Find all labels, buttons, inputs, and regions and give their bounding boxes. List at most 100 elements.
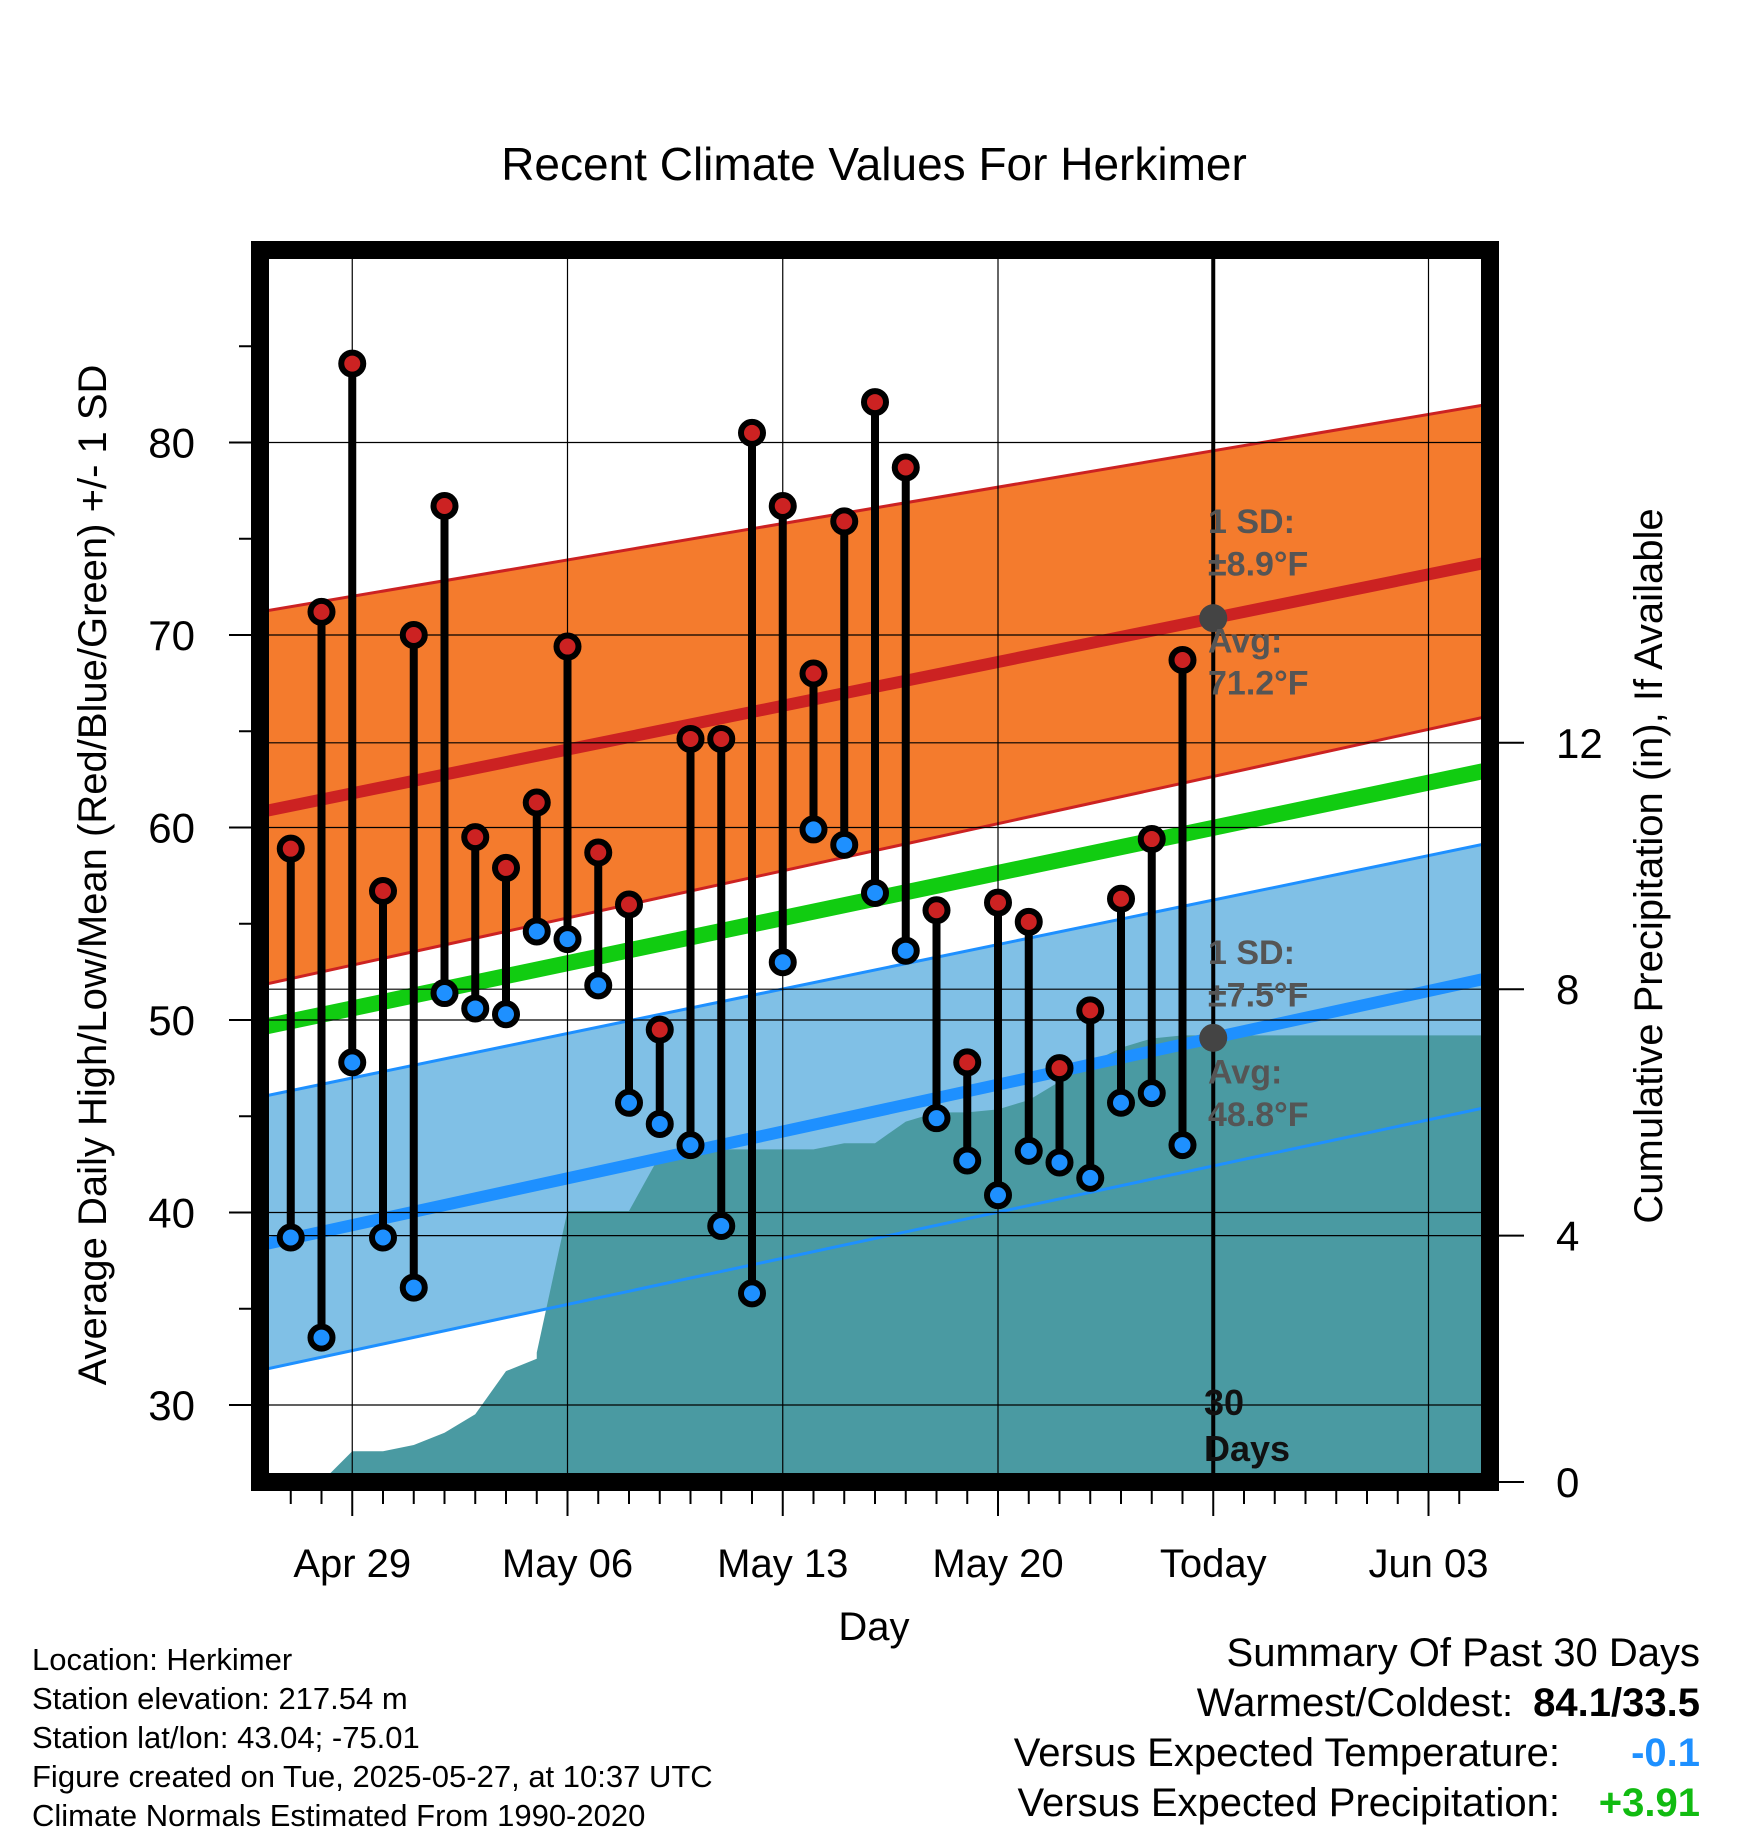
- daily-high-point: [707, 724, 736, 753]
- daily-low-point: [891, 936, 920, 965]
- daily-high-point: [1168, 646, 1197, 675]
- summary-panel: Summary Of Past 30 Days Warmest/Coldest:…: [1014, 1628, 1700, 1828]
- y-tick-label: 50: [148, 997, 195, 1044]
- y-tick-label: 70: [148, 612, 195, 659]
- x-tick-label: May 13: [717, 1542, 848, 1586]
- daily-low-point: [430, 979, 459, 1008]
- daily-low-point: [1076, 1163, 1105, 1192]
- summary-temp: Versus Expected Temperature: -0.1: [1014, 1728, 1700, 1778]
- daily-low-point: [1107, 1088, 1135, 1117]
- daily-low-point: [1014, 1136, 1043, 1165]
- low-avg-marker: [1199, 1023, 1228, 1052]
- daily-high-point: [984, 888, 1012, 917]
- daily-low-point: [799, 815, 828, 844]
- high-avg-marker: [1199, 604, 1228, 633]
- normals-text: Climate Normals Estimated From 1990-2020: [32, 1798, 646, 1833]
- high-sd-label: 1 SD:: [1208, 503, 1295, 541]
- daily-low-point: [461, 994, 490, 1023]
- daily-high-point: [430, 492, 459, 521]
- daily-high-point: [553, 632, 582, 661]
- daily-high-point: [768, 492, 797, 521]
- daily-high-point: [645, 1015, 674, 1044]
- daily-low-point: [830, 830, 859, 859]
- x-tick-label: Jun 03: [1368, 1542, 1488, 1586]
- x-axis-label: Day: [838, 1605, 909, 1649]
- daily-low-point: [276, 1223, 305, 1252]
- x-tick-label: Today: [1160, 1542, 1267, 1586]
- low-lower-line: [260, 1105, 1490, 1372]
- x-tick-label: May 06: [502, 1542, 633, 1586]
- daily-high-point: [922, 896, 951, 925]
- daily-marks: [276, 349, 1197, 1352]
- y2-axis-label: Cumulative Precipitation (in), If Availa…: [1627, 508, 1671, 1223]
- y2-tick-label: 4: [1556, 1213, 1579, 1260]
- daily-low-point: [984, 1181, 1012, 1210]
- high-avg-value: 71.2°F: [1208, 665, 1309, 703]
- daily-high-point: [891, 453, 920, 482]
- elevation-text: Station elevation: 217.54 m: [32, 1681, 408, 1716]
- daily-high-point: [307, 597, 336, 626]
- precip-value: +3.91: [1598, 1781, 1700, 1825]
- y2-tick-label: 8: [1556, 966, 1579, 1013]
- low-avg-value: 48.8°F: [1208, 1096, 1309, 1134]
- latlon-text: Station lat/lon: 43.04; -75.01: [32, 1720, 420, 1755]
- low-mean-line: [260, 971, 1490, 1252]
- high-sd-value: ±8.9°F: [1208, 545, 1308, 583]
- daily-low-point: [645, 1109, 674, 1138]
- daily-high-point: [1014, 907, 1043, 936]
- station-info: Location: Herkimer Station elevation: 21…: [32, 1640, 713, 1835]
- warm-cold-label: Warmest/Coldest:: [1196, 1681, 1514, 1725]
- daily-high-point: [1076, 996, 1105, 1025]
- daily-low-point: [1045, 1148, 1074, 1177]
- daily-high-point: [615, 890, 643, 919]
- summary-heading: Summary Of Past 30 Days: [1226, 1631, 1700, 1675]
- y2-tick-label: 12: [1556, 720, 1603, 767]
- daily-low-point: [922, 1104, 951, 1133]
- daily-high-point: [461, 823, 490, 852]
- daily-low-point: [861, 878, 889, 907]
- daily-high-point: [276, 834, 305, 863]
- y-tick-label: 60: [148, 805, 195, 852]
- warm-cold-value: 84.1/33.5: [1533, 1681, 1700, 1725]
- daily-high-point: [830, 507, 859, 536]
- x-tick-label: May 20: [932, 1542, 1063, 1586]
- days-number: 30: [1204, 1382, 1244, 1423]
- summary-warm-cold: Warmest/Coldest: 84.1/33.5: [1014, 1678, 1700, 1728]
- daily-high-point: [1045, 1054, 1074, 1083]
- annotations: 1 SD: ±8.9°F Avg: 71.2°F 1 SD: ±7.5°F Avg: 48.8…: [1199, 503, 1309, 1469]
- daily-high-point: [1137, 825, 1166, 854]
- days-word: Days: [1204, 1428, 1290, 1469]
- daily-low-point: [676, 1131, 705, 1160]
- y-tick-label: 80: [148, 420, 195, 467]
- daily-high-point: [861, 388, 889, 417]
- low-upper-line: [260, 841, 1490, 1099]
- created-text: Figure created on Tue, 2025-05-27, at 10…: [32, 1759, 713, 1794]
- daily-low-point: [953, 1146, 982, 1175]
- daily-low-point: [1168, 1131, 1197, 1160]
- daily-high-point: [799, 659, 828, 688]
- temp-value: -0.1: [1631, 1731, 1700, 1775]
- precip-label: Versus Expected Precipitation:: [1017, 1781, 1560, 1825]
- y-axis-label: Average Daily High/Low/Mean (Red/Blue/Gr…: [71, 365, 115, 1386]
- low-avg-label: Avg:: [1208, 1054, 1282, 1092]
- low-sd-label: 1 SD:: [1208, 934, 1295, 972]
- daily-low-point: [522, 917, 551, 946]
- daily-high-point: [676, 724, 705, 753]
- daily-low-point: [492, 1000, 520, 1029]
- daily-high-point: [1107, 884, 1135, 913]
- daily-high-point: [369, 877, 397, 906]
- daily-high-point: [738, 418, 766, 447]
- daily-low-point: [1137, 1079, 1166, 1108]
- chart-title: Recent Climate Values For Herkimer: [501, 138, 1247, 190]
- daily-low-point: [615, 1088, 643, 1117]
- y-tick-label: 40: [148, 1190, 195, 1237]
- summary-precip: Versus Expected Precipitation: +3.91: [1014, 1778, 1700, 1828]
- daily-low-point: [399, 1273, 428, 1302]
- daily-high-point: [953, 1048, 982, 1077]
- temp-label: Versus Expected Temperature:: [1013, 1731, 1560, 1775]
- daily-low-point: [338, 1048, 367, 1077]
- daily-low-point: [369, 1223, 397, 1252]
- daily-high-point: [492, 853, 520, 882]
